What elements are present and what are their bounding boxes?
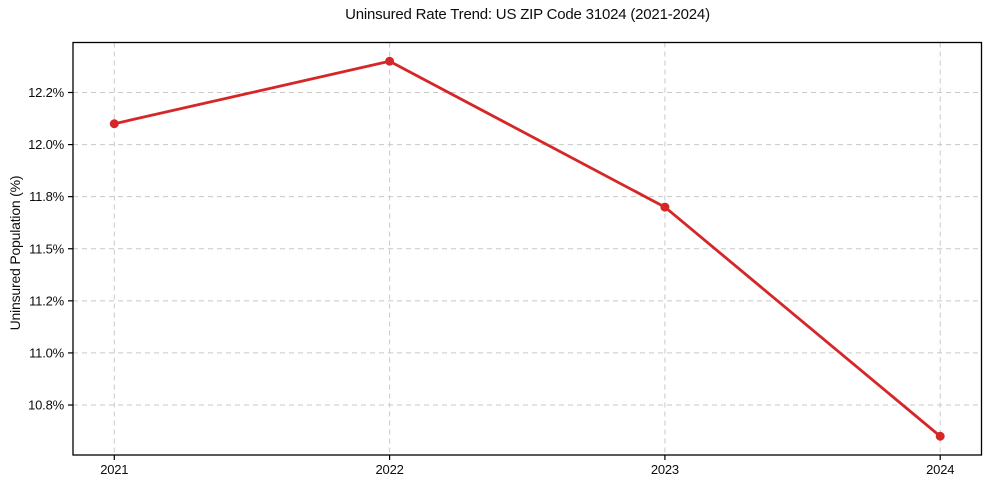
y-tick-label: 11.2% (29, 293, 65, 308)
data-point-2024 (935, 431, 945, 441)
x-tick-label: 2022 (376, 462, 404, 477)
x-tick-label: 2021 (100, 462, 128, 477)
data-point-2021 (109, 119, 119, 129)
y-tick-label: 11.0% (29, 345, 65, 360)
y-tick-label: 12.0% (28, 137, 65, 152)
x-tick-label: 2024 (926, 462, 954, 477)
data-point-2023 (660, 202, 670, 212)
y-tick-label: 10.8% (28, 398, 65, 413)
y-tick-label: 11.8% (29, 189, 65, 204)
data-point-2022 (385, 56, 395, 66)
y-tick-label: 11.5% (29, 241, 65, 256)
trend-line (112, 59, 942, 438)
plot-frame (72, 41, 983, 456)
chart-title: Uninsured Rate Trend: US ZIP Code 31024 … (345, 6, 710, 23)
x-tick-label: 2023 (651, 462, 679, 477)
y-tick-label: 12.2% (28, 85, 65, 100)
